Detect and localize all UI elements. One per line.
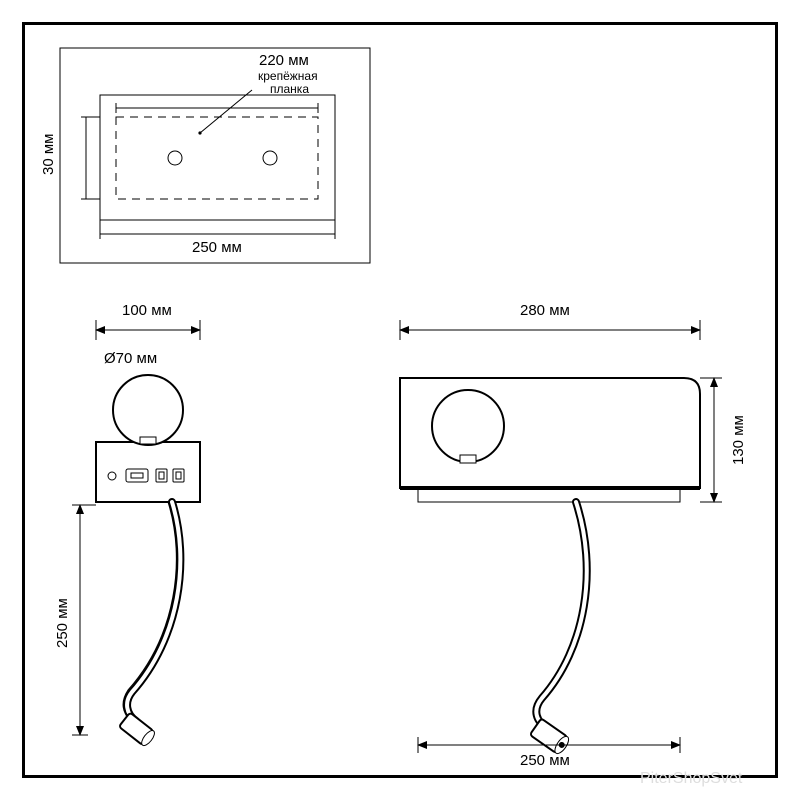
front-view	[0, 0, 800, 800]
label-250b: 250 мм	[520, 752, 570, 769]
label-130: 130 мм	[730, 415, 747, 465]
label-280: 280 мм	[520, 302, 570, 319]
diagram-canvas: PiterShopSvet 220 мм крепёжная планка 30	[0, 0, 800, 800]
